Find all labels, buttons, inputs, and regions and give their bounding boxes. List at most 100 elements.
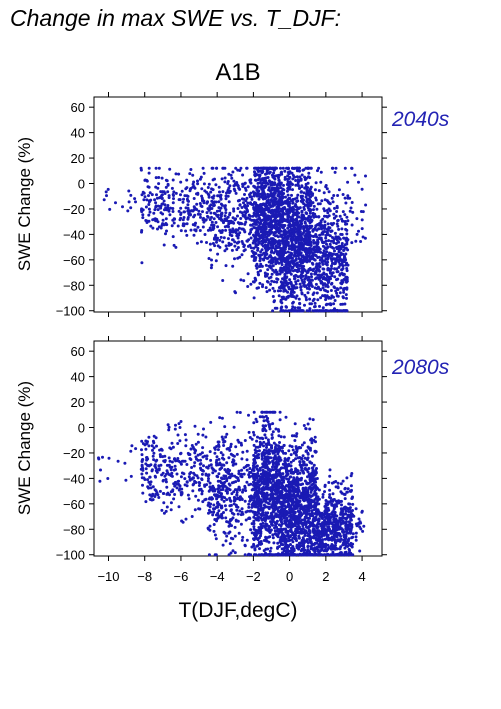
- data-point: [359, 240, 363, 243]
- data-point: [271, 523, 274, 527]
- data-point: [228, 476, 232, 480]
- data-point: [182, 472, 186, 476]
- data-point: [150, 498, 154, 502]
- data-point: [249, 282, 253, 286]
- data-point: [187, 475, 191, 479]
- data-point: [183, 433, 187, 437]
- data-point: [230, 248, 234, 252]
- data-point: [185, 178, 189, 182]
- data-point: [329, 239, 333, 243]
- data-point: [328, 267, 332, 271]
- data-point: [239, 166, 243, 170]
- data-point: [231, 537, 235, 541]
- data-point: [222, 236, 226, 240]
- data-point: [324, 303, 328, 307]
- data-point: [157, 225, 161, 229]
- data-point: [275, 280, 279, 284]
- data-point: [210, 199, 214, 203]
- data-point: [291, 235, 295, 239]
- data-point: [268, 189, 272, 193]
- data-point: [201, 500, 205, 504]
- data-point: [254, 445, 258, 449]
- data-point: [360, 227, 364, 231]
- data-point: [264, 184, 268, 188]
- data-point: [268, 449, 272, 453]
- data-point: [154, 201, 158, 205]
- data-point: [202, 182, 206, 186]
- data-point: [146, 440, 149, 444]
- data-point: [163, 460, 167, 464]
- data-point: [171, 201, 175, 205]
- data-point: [264, 463, 268, 467]
- data-point: [324, 284, 328, 288]
- data-point: [283, 169, 287, 173]
- data-point: [227, 200, 231, 204]
- data-point: [141, 483, 144, 487]
- data-point: [308, 267, 312, 270]
- data-point: [179, 491, 183, 495]
- data-point: [297, 187, 301, 190]
- data-point: [282, 277, 285, 281]
- data-point: [277, 176, 280, 180]
- data-point: [127, 189, 131, 193]
- data-point: [270, 495, 274, 499]
- data-point: [148, 475, 152, 479]
- data-point: [282, 219, 286, 222]
- data-point: [287, 449, 291, 453]
- data-point: [261, 410, 265, 414]
- data-point: [336, 218, 340, 222]
- data-point: [156, 220, 160, 224]
- data-point: [279, 289, 282, 293]
- data-point: [185, 233, 189, 237]
- data-point: [313, 301, 317, 305]
- data-point: [320, 256, 324, 260]
- data-point: [177, 459, 181, 463]
- scatter-points: [102, 166, 368, 313]
- data-point: [224, 539, 228, 543]
- data-point: [307, 175, 310, 179]
- data-point: [279, 229, 283, 233]
- data-point: [254, 553, 258, 557]
- data-point: [147, 480, 151, 484]
- data-point: [263, 433, 267, 437]
- data-point: [205, 454, 209, 458]
- data-point: [339, 258, 343, 262]
- data-point: [298, 460, 302, 464]
- data-point: [233, 551, 237, 555]
- data-point: [316, 250, 320, 254]
- data-point: [238, 187, 242, 191]
- data-point: [295, 432, 299, 436]
- data-point: [273, 289, 277, 293]
- data-point: [148, 191, 152, 195]
- data-point: [322, 191, 326, 195]
- data-point: [285, 295, 289, 299]
- data-point: [221, 485, 225, 489]
- data-point: [236, 207, 240, 210]
- data-point: [231, 230, 235, 234]
- data-point: [357, 229, 360, 233]
- data-point: [162, 199, 166, 203]
- data-point: [252, 544, 256, 548]
- data-point: [344, 293, 348, 297]
- data-point: [219, 235, 223, 239]
- data-point: [295, 211, 299, 215]
- data-point: [247, 413, 250, 417]
- data-point: [266, 268, 270, 272]
- data-point: [267, 210, 271, 214]
- data-point: [189, 458, 193, 461]
- data-point: [217, 200, 221, 204]
- data-point: [200, 472, 204, 476]
- data-point: [264, 250, 268, 254]
- data-point: [151, 226, 155, 230]
- data-point: [262, 444, 265, 448]
- data-point: [236, 221, 240, 225]
- data-point: [239, 217, 243, 220]
- data-point: [287, 266, 291, 270]
- data-point: [324, 309, 328, 313]
- data-point: [236, 496, 240, 500]
- data-point: [201, 433, 205, 437]
- data-point: [209, 266, 213, 270]
- data-point: [191, 489, 195, 493]
- data-point: [164, 178, 168, 182]
